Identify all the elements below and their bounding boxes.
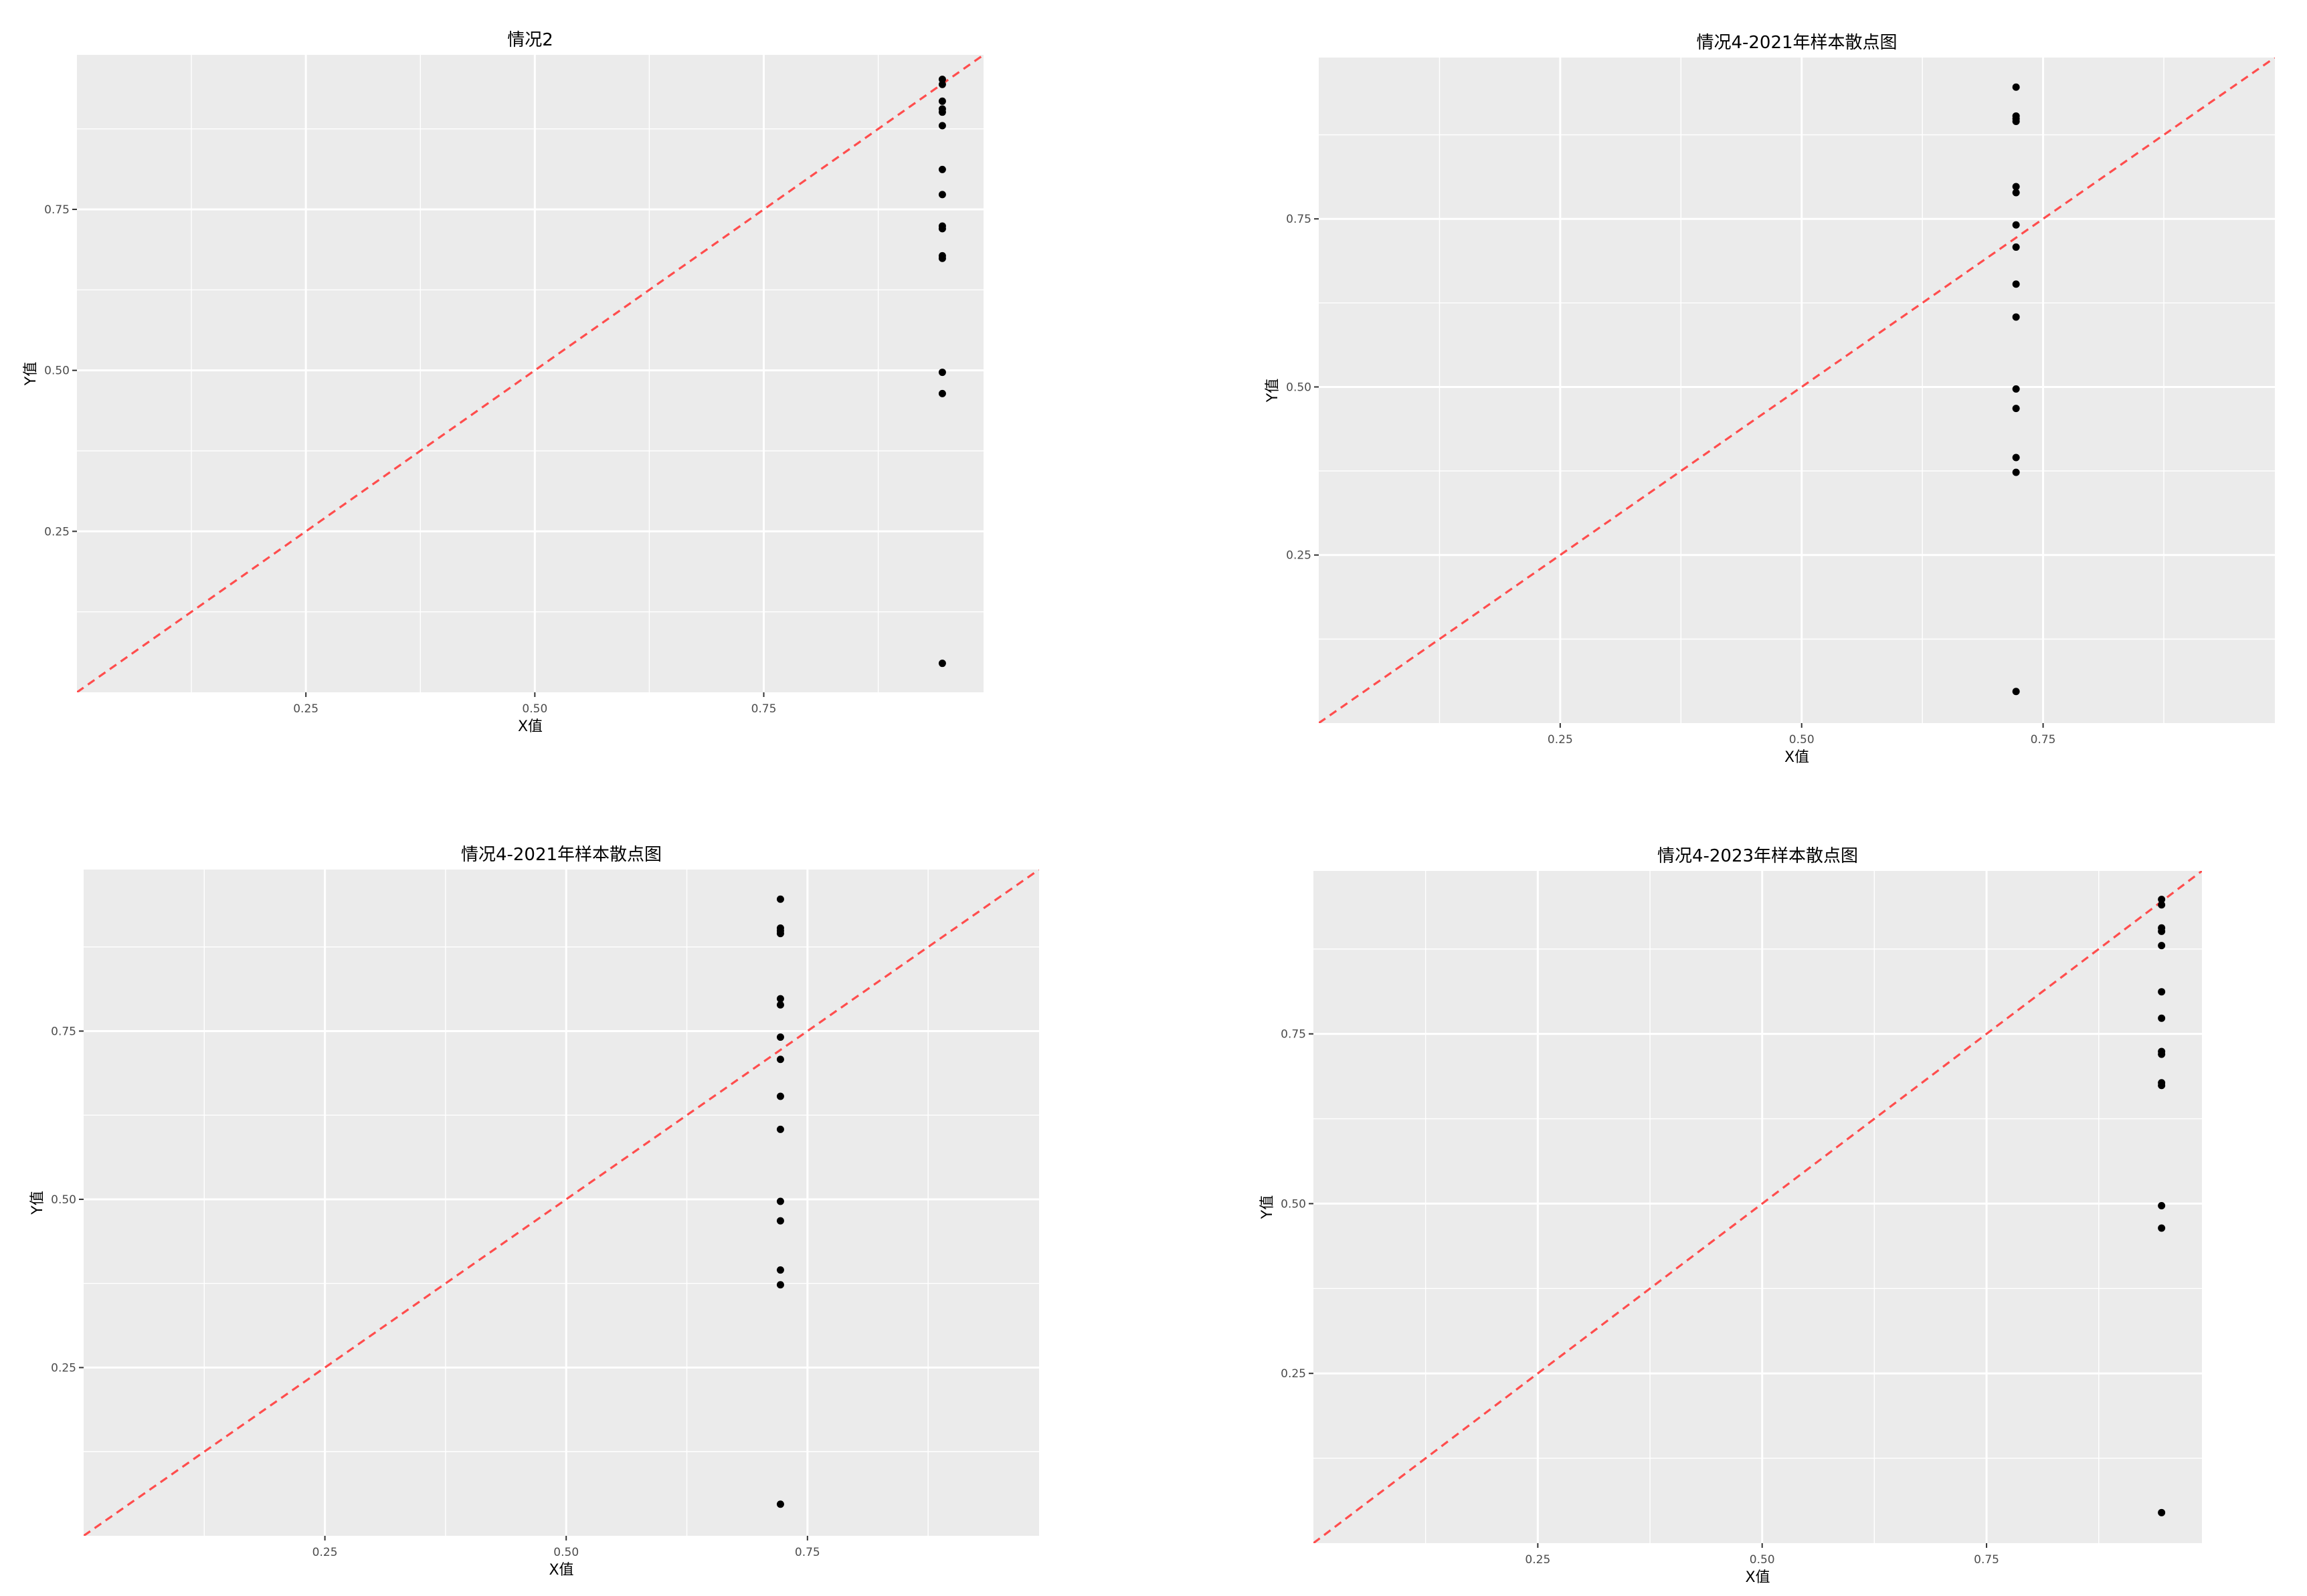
- data-point: [2012, 280, 2020, 288]
- data-point: [2158, 1508, 2166, 1516]
- x-tick-label: 0.50: [522, 702, 547, 716]
- reference-line: [1313, 871, 2202, 1543]
- data-point: [776, 1001, 784, 1009]
- y-tick-label: 0.75: [51, 1025, 76, 1038]
- data-point: [2158, 901, 2166, 909]
- x-tick-label: 0.75: [1974, 1553, 1999, 1567]
- y-tick-label: 0.75: [1281, 1028, 1306, 1041]
- data-point: [2012, 183, 2020, 191]
- data-point: [938, 389, 946, 397]
- y-axis-title: Y值: [1265, 379, 1281, 403]
- x-tick-label: 0.25: [1525, 1553, 1550, 1567]
- data-point: [938, 80, 946, 88]
- y-tick-label: 0.75: [44, 203, 70, 217]
- data-point: [776, 1500, 784, 1508]
- data-point: [776, 1266, 784, 1274]
- chart-title: 情况4-2023年样本散点图: [1657, 846, 1858, 866]
- x-axis-title: X值: [1745, 1569, 1770, 1586]
- data-point: [2158, 1014, 2166, 1022]
- x-tick-label: 0.50: [1750, 1553, 1775, 1567]
- data-point: [776, 930, 784, 938]
- y-tick-label: 0.75: [1286, 213, 1311, 226]
- data-point: [938, 76, 946, 84]
- scatter-chart-2: 0.25 0.50 0.75 0.25 0.50 0.75 情况4-2021年样本散点图 X值…: [1265, 33, 2275, 766]
- x-tick-label: 0.25: [312, 1546, 338, 1559]
- data-point: [2012, 405, 2020, 413]
- data-point: [2158, 896, 2166, 904]
- y-tick-label: 0.50: [1286, 381, 1311, 394]
- x-axis-title: X值: [518, 718, 543, 735]
- x-tick-label: 0.50: [553, 1546, 579, 1559]
- y-axis-title: Y值: [23, 362, 39, 386]
- reference-line: [77, 55, 984, 692]
- data-point: [2158, 1082, 2166, 1090]
- data-point: [2158, 1201, 2166, 1209]
- data-point: [938, 660, 946, 668]
- x-tick-label: 0.75: [751, 702, 777, 716]
- data-point: [2012, 243, 2020, 251]
- data-point: [2158, 942, 2166, 950]
- x-tick-label: 0.75: [2031, 733, 2056, 746]
- scatter-chart-1: 0.25 0.50 0.75 0.25 0.50 0.75 情况2 X值 Y值: [23, 30, 984, 735]
- data-point: [2012, 313, 2020, 321]
- y-tick-label: 0.25: [1281, 1367, 1306, 1381]
- data-point: [938, 122, 946, 130]
- data-point: [2012, 117, 2020, 125]
- x-axis-title: X值: [1784, 749, 1809, 766]
- x-tick-label: 0.25: [1548, 733, 1573, 746]
- data-point: [776, 1092, 784, 1100]
- reference-line: [84, 870, 1039, 1536]
- data-point: [776, 895, 784, 903]
- x-tick-label: 0.25: [293, 702, 318, 716]
- x-tick-label: 0.50: [1789, 733, 1815, 746]
- data-point: [2158, 988, 2166, 996]
- data-point: [938, 165, 946, 173]
- data-point: [938, 191, 946, 199]
- chart-title: 情况4-2021年样本散点图: [461, 845, 662, 865]
- data-point: [938, 254, 946, 262]
- x-axis-title: X值: [549, 1562, 573, 1579]
- data-point: [2158, 927, 2166, 935]
- data-point: [2012, 688, 2020, 696]
- data-point: [938, 225, 946, 233]
- chart-title: 情况4-2021年样本散点图: [1696, 33, 1897, 53]
- data-point: [2012, 468, 2020, 476]
- data-point: [938, 369, 946, 377]
- chart-title: 情况2: [507, 30, 553, 50]
- y-axis-title: Y值: [1259, 1195, 1276, 1219]
- x-tick-label: 0.75: [795, 1546, 820, 1559]
- data-point: [776, 1197, 784, 1205]
- data-point: [2012, 454, 2020, 462]
- y-axis-title: Y值: [29, 1191, 46, 1215]
- data-point: [2012, 83, 2020, 91]
- scatter-chart-3: 0.25 0.50 0.75 0.25 0.50 0.75 情况4-2021年样本散点图 X值…: [29, 845, 1039, 1579]
- y-tick-label: 0.50: [51, 1193, 76, 1207]
- data-point: [776, 995, 784, 1003]
- data-point: [776, 1125, 784, 1133]
- data-point: [776, 1033, 784, 1041]
- data-point: [776, 1217, 784, 1225]
- y-tick-label: 0.50: [44, 365, 70, 378]
- y-tick-label: 0.25: [51, 1361, 76, 1375]
- data-point: [2158, 1050, 2166, 1058]
- data-point: [776, 1281, 784, 1289]
- data-point: [2012, 385, 2020, 393]
- data-point: [938, 108, 946, 116]
- data-point: [2012, 189, 2020, 197]
- data-point: [938, 97, 946, 105]
- y-tick-label: 0.25: [1286, 549, 1311, 563]
- reference-line: [1319, 58, 2275, 723]
- data-point: [2158, 1224, 2166, 1232]
- data-point: [2012, 221, 2020, 229]
- data-point: [776, 1056, 784, 1064]
- y-tick-label: 0.25: [44, 525, 70, 538]
- y-tick-label: 0.50: [1281, 1197, 1306, 1211]
